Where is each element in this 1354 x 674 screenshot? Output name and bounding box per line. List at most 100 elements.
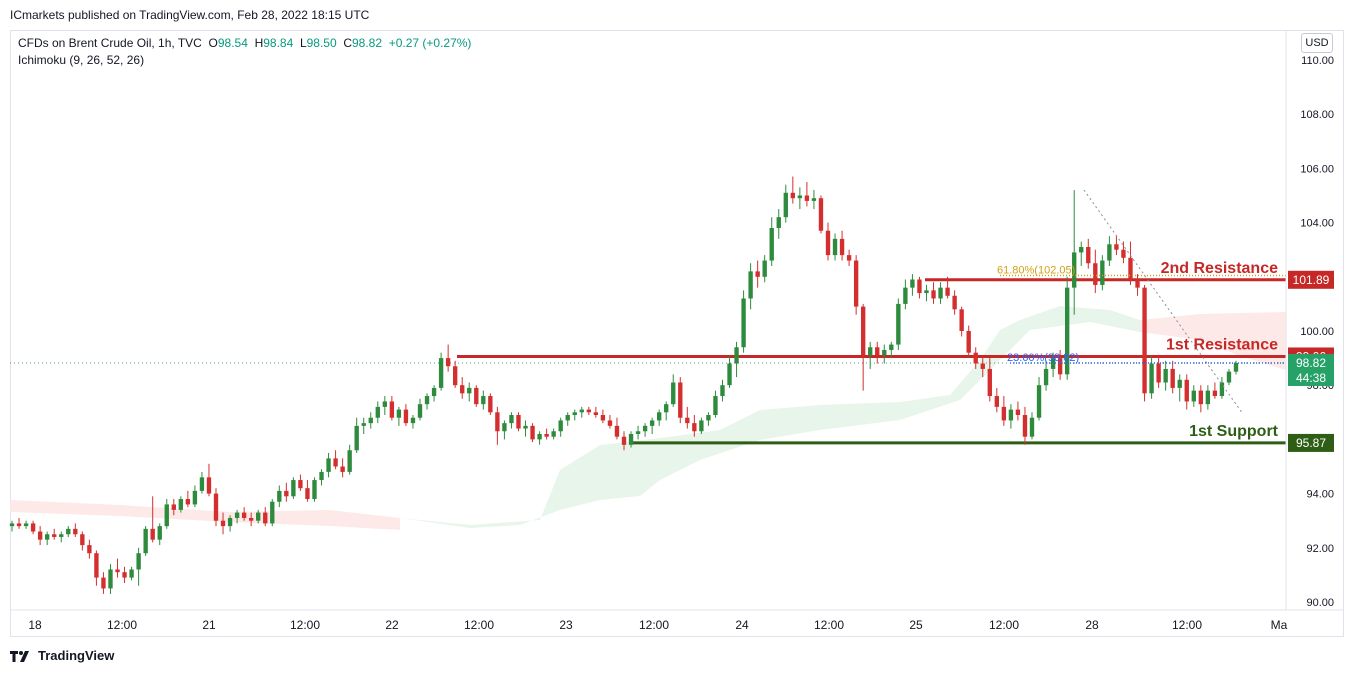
candle-body	[825, 230, 831, 256]
legend-indicator-row[interactable]: Ichimoku (9, 26, 52, 26)	[18, 53, 145, 67]
candle-body	[101, 577, 106, 589]
legend-high-label: H	[254, 36, 264, 50]
cloud-bearish-left	[10, 500, 400, 530]
candle-body	[1226, 371, 1232, 383]
candle-body	[94, 553, 99, 578]
legend-low-value: 98.50	[306, 36, 337, 50]
candle-body	[1064, 287, 1070, 375]
candle-body	[66, 528, 71, 535]
time-tick-label: 21	[202, 618, 216, 632]
candle-body	[1205, 390, 1211, 405]
current-price-tag	[1288, 353, 1334, 386]
time-tick-label: 12:00	[639, 618, 669, 632]
candle-body	[741, 298, 746, 348]
candle-body	[382, 401, 388, 407]
candle-body	[347, 450, 352, 472]
candle-body	[980, 363, 985, 369]
time-tick-label: Ma	[1271, 618, 1288, 632]
time-tick-label: 12:00	[107, 618, 137, 632]
candle-body	[396, 409, 402, 418]
candle-body	[481, 396, 486, 405]
candle-body	[1191, 390, 1196, 402]
price-tick-label: 108.00	[1300, 109, 1334, 121]
candle-body	[474, 387, 479, 405]
level-label: 1st Resistance	[1166, 336, 1278, 353]
fib-label: 23.60%(98.82)	[1007, 352, 1079, 364]
candle-body	[1079, 246, 1084, 253]
candle-body	[248, 517, 254, 521]
candle-body	[1233, 362, 1239, 372]
candle-body	[544, 433, 549, 437]
candle-body	[227, 517, 233, 527]
candles	[9, 176, 1239, 594]
candle-body	[1156, 363, 1161, 383]
candle-body	[44, 534, 50, 540]
candle-body	[776, 217, 781, 229]
candle-body	[1142, 287, 1147, 394]
candle-body	[762, 260, 767, 277]
candle-body	[1121, 249, 1126, 258]
candle-body	[488, 396, 493, 413]
candle-body	[1149, 363, 1154, 394]
candle-body	[860, 306, 866, 356]
candle-body	[783, 192, 788, 218]
candle-body	[875, 347, 880, 356]
candle-body	[424, 396, 430, 405]
cloud-bullish	[400, 306, 1140, 528]
time-tick-label: 12:00	[290, 618, 320, 632]
candle-body	[199, 477, 205, 491]
candle-body	[565, 415, 570, 421]
candle-body	[1036, 385, 1042, 418]
level-price-tag	[1288, 433, 1334, 452]
candle-body	[1057, 358, 1063, 375]
candle-body	[720, 385, 725, 397]
tradingview-logo-icon	[10, 650, 29, 662]
candle-body	[966, 331, 971, 353]
candle-body	[1212, 390, 1218, 397]
price-axis-bg	[1286, 31, 1343, 611]
time-tick-label: 12:00	[814, 618, 844, 632]
candle-body	[122, 572, 127, 578]
candle-body	[361, 423, 366, 426]
candle-body	[143, 528, 148, 554]
candle-body	[256, 512, 261, 521]
candle-body	[678, 382, 683, 418]
candle-body	[389, 401, 395, 418]
price-tick-label: 92.00	[1306, 543, 1334, 555]
candle-body	[1050, 358, 1056, 369]
candle-body	[509, 415, 514, 424]
candle-body	[37, 531, 43, 540]
candle-body	[1022, 415, 1028, 437]
time-tick-label: 24	[735, 618, 749, 632]
legend-high-value: 98.84	[263, 36, 294, 50]
candle-body	[713, 396, 718, 416]
candle-body	[600, 415, 606, 421]
candle-body	[23, 523, 29, 527]
candle-body	[445, 358, 451, 367]
candle-body	[748, 271, 753, 299]
candle-body	[1198, 390, 1204, 405]
candle-body	[241, 512, 247, 518]
level-label: 2nd Resistance	[1161, 260, 1278, 277]
price-axis: 110.00108.00106.00104.00102.00100.0098.0…	[1285, 31, 1343, 611]
candle-body	[220, 520, 226, 527]
candle-body	[192, 490, 198, 505]
candle-body	[1107, 244, 1112, 261]
candle-body	[558, 420, 563, 432]
candle-body	[1001, 406, 1007, 421]
candle-body	[1086, 246, 1091, 264]
candle-body	[1100, 260, 1105, 285]
candle-body	[178, 499, 184, 510]
candle-body	[1135, 279, 1140, 288]
candle-body	[52, 534, 57, 537]
currency-button[interactable]: USD	[1301, 33, 1333, 53]
candle-body	[284, 490, 289, 497]
candle-body	[931, 290, 936, 299]
candle-body	[734, 347, 739, 364]
footer-brand-label: TradingView	[38, 648, 115, 663]
footer-brand[interactable]: TradingView	[10, 648, 114, 663]
candle-body	[671, 382, 676, 405]
candle-body	[593, 412, 599, 416]
candle-body	[136, 553, 141, 570]
